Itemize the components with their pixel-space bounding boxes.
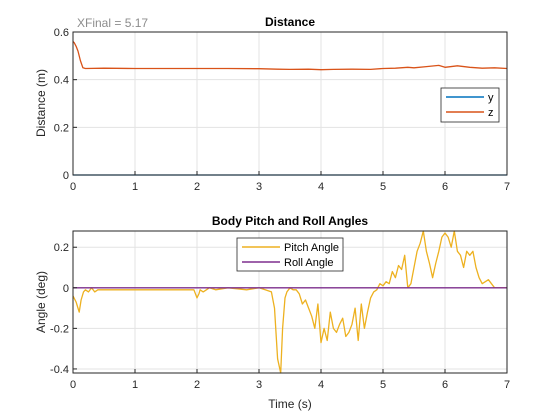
distance-y-ticks: 0 0.2 0.4 0.6: [54, 27, 77, 182]
angles-x-ticks: 0 1 2 3 4 5 6 7: [70, 369, 510, 391]
angles-title: Body Pitch and Roll Angles: [212, 214, 369, 228]
angles-x-tick-label: 6: [442, 379, 448, 391]
distance-y-tick-label: 0.4: [54, 75, 69, 87]
angles-x-tick-label: 0: [70, 379, 76, 391]
distance-legend: y z: [441, 88, 499, 122]
distance-x-tick-label: 7: [504, 181, 510, 193]
distance-x-tick-label: 1: [132, 181, 138, 193]
legend-label-y: y: [488, 92, 494, 104]
angles-y-tick-label: -0.4: [50, 364, 69, 376]
distance-y-tick-label: 0.6: [54, 27, 69, 39]
distance-x-tick-label: 3: [256, 181, 262, 193]
distance-x-tick-label: 0: [70, 181, 76, 193]
angles-x-tick-label: 2: [194, 379, 200, 391]
angles-chart: 0 1 2 3 4 5 6 7 -0.4 -0.2 0 0.2 Body Pitch and Rol…: [34, 214, 510, 411]
legend-label-pitch-angle: Pitch Angle: [284, 242, 339, 254]
distance-title: Distance: [265, 15, 315, 29]
angles-x-tick-label: 5: [380, 379, 386, 391]
distance-y-tick-label: 0.2: [54, 122, 69, 134]
angles-x-tick-label: 3: [256, 379, 262, 391]
distance-y-label: Distance (m): [34, 69, 48, 137]
angles-x-tick-label: 7: [504, 379, 510, 391]
distance-x-tick-label: 6: [442, 181, 448, 193]
angles-x-label: Time (s): [268, 397, 312, 411]
angles-y-tick-label: -0.2: [50, 323, 69, 335]
distance-y-tick-label: 0: [63, 170, 69, 182]
legend-label-z: z: [488, 107, 494, 119]
angles-y-label: Angle (deg): [34, 271, 48, 333]
angles-y-tick-label: 0: [63, 283, 69, 295]
angles-y-tick-label: 0.2: [54, 242, 69, 254]
distance-chart: 0 1 2 3 4 5 6 7 0 0.2 0.4 0.6 Distance XFinal = 5.…: [34, 15, 510, 193]
angles-x-tick-label: 1: [132, 379, 138, 391]
angles-legend: Pitch Angle Roll Angle: [237, 238, 343, 271]
series-line-z: [73, 42, 507, 70]
distance-x-ticks: 0 1 2 3 4 5 6 7: [70, 171, 510, 193]
legend-label-roll-angle: Roll Angle: [284, 257, 334, 269]
distance-x-tick-label: 4: [318, 181, 324, 193]
xfinal-annotation: XFinal = 5.17: [77, 16, 148, 30]
angles-x-tick-label: 4: [318, 379, 324, 391]
distance-x-tick-label: 5: [380, 181, 386, 193]
distance-x-tick-label: 2: [194, 181, 200, 193]
